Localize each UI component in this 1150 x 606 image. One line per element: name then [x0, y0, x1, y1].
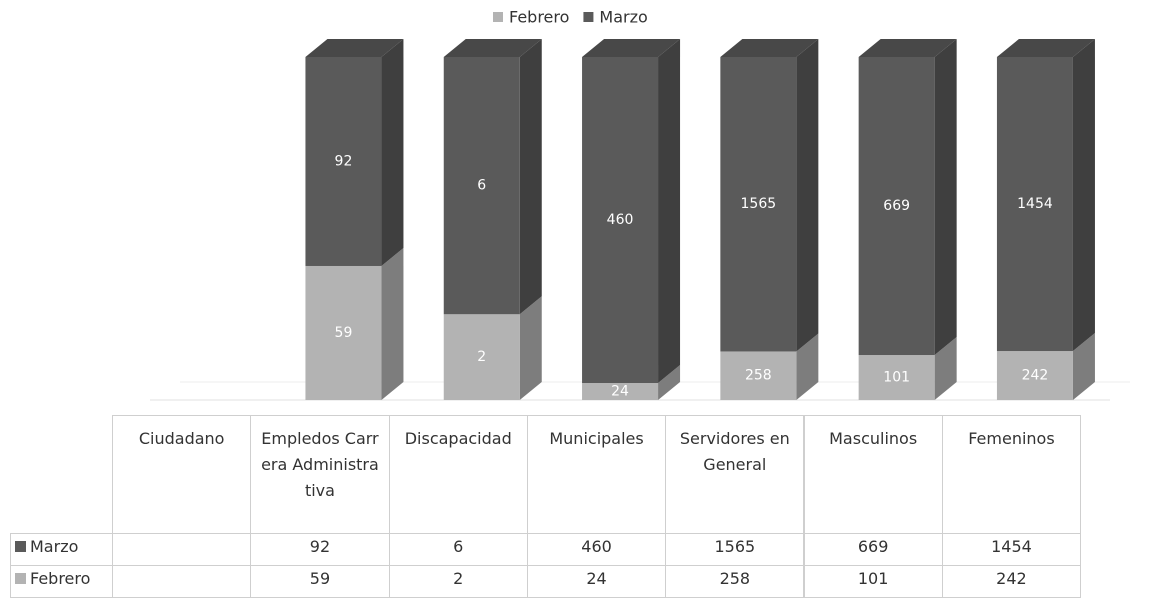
data-label: 1565 [741, 196, 777, 212]
bar-side [1072, 333, 1095, 400]
bar-side [1072, 39, 1095, 352]
table-value: 101 [803, 565, 943, 598]
bar-segment [858, 337, 957, 400]
bar-side [658, 39, 681, 383]
bar-front [720, 57, 797, 352]
table-header: Empledos Carrera Administrativa [250, 415, 390, 534]
bar-front [443, 57, 520, 315]
table-value: 1454 [941, 533, 1082, 566]
table-value: 59 [250, 565, 390, 598]
row-label: Febrero [30, 569, 91, 588]
table-value: 1565 [665, 533, 805, 566]
bar-side [519, 39, 542, 315]
data-label: 59 [335, 325, 353, 341]
legend-key [583, 12, 594, 22]
data-label: 258 [745, 368, 772, 384]
legend-key [15, 573, 26, 584]
table-value: 258 [665, 565, 805, 598]
bar-side [381, 39, 404, 266]
data-label: 460 [607, 212, 634, 228]
row-header: Febrero [10, 565, 113, 598]
table-header: Municipales [526, 415, 667, 534]
table-value: 24 [526, 565, 667, 598]
bar-top [443, 39, 542, 57]
bar-side [934, 39, 957, 356]
bar-segment [720, 333, 819, 400]
bar-top [305, 39, 404, 57]
data-label: 242 [1022, 368, 1049, 384]
data-label: 669 [883, 198, 910, 214]
table-header: Masculinos [803, 415, 943, 534]
bar-segment [858, 39, 957, 356]
bar-segment [443, 296, 542, 400]
legend-label: Marzo [599, 8, 647, 27]
table-value: 6 [388, 533, 528, 566]
data-label: 2 [477, 349, 486, 365]
bar-side [796, 39, 819, 352]
bar-front [582, 382, 659, 400]
bar-front [858, 57, 935, 356]
table-header: Ciudadano [112, 415, 252, 534]
legend-key [493, 12, 503, 22]
bar-top [582, 39, 681, 57]
row-label: Marzo [30, 537, 79, 556]
data-label: 24 [611, 383, 629, 399]
table-header: Servidores en General [665, 415, 805, 534]
bar-side [381, 247, 404, 400]
row-header: Marzo [10, 533, 113, 566]
table-header: Discapacidad [388, 415, 528, 534]
bar-segment [720, 39, 819, 352]
table-value: 242 [941, 565, 1082, 598]
bar-segment [305, 247, 404, 400]
bar-side [796, 333, 819, 400]
bar-front [996, 351, 1073, 400]
bar-top [996, 39, 1095, 57]
bar-front [305, 265, 382, 400]
bar-side [934, 337, 957, 400]
table-value: 669 [803, 533, 943, 566]
bar-front [996, 57, 1073, 352]
data-label: 6 [477, 178, 486, 194]
bar-side [658, 364, 681, 400]
bar-front [305, 57, 382, 266]
bar-top [720, 39, 819, 57]
bar-front [443, 314, 520, 400]
data-label: 1454 [1017, 196, 1053, 212]
bar-segment [443, 39, 542, 315]
table-value [112, 533, 252, 566]
bar-segment [582, 364, 681, 400]
bar-front [720, 351, 797, 400]
table-value: 2 [388, 565, 528, 598]
bar-segment [582, 39, 681, 383]
bar-side [519, 296, 542, 400]
bar-segment [996, 39, 1095, 352]
data-label: 92 [335, 153, 353, 169]
table-value: 460 [526, 533, 667, 566]
bar-front [582, 57, 659, 383]
legend-key [15, 541, 26, 552]
bar-front [858, 355, 935, 400]
table-header: Femeninos [941, 415, 1082, 534]
data-label: 101 [883, 370, 910, 386]
table-value: 92 [250, 533, 390, 566]
bar-segment [305, 39, 404, 266]
bar-segment [996, 333, 1095, 400]
legend-label: Febrero [509, 8, 569, 27]
table-value [112, 565, 252, 598]
bar-top [858, 39, 957, 57]
